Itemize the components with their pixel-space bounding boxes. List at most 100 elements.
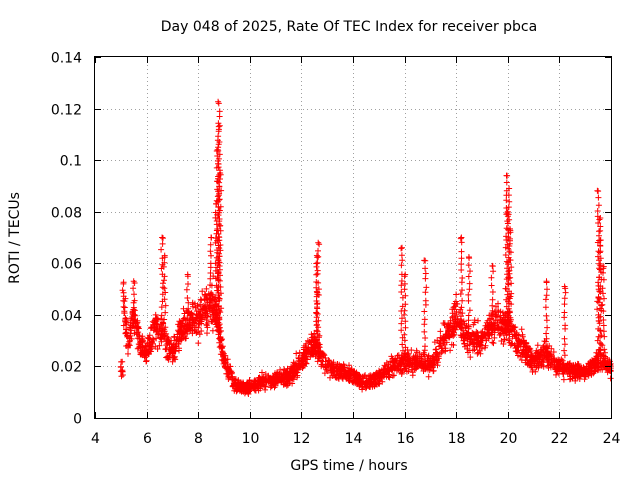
data-point (486, 332, 493, 339)
data-point (400, 359, 407, 366)
data-point (470, 321, 477, 328)
data-point (600, 328, 607, 335)
data-point (518, 326, 525, 333)
data-point (488, 274, 495, 281)
data-point (212, 214, 219, 221)
data-point (553, 371, 559, 378)
data-point (216, 122, 223, 129)
data-point (157, 334, 164, 341)
data-point (422, 275, 429, 282)
data-point (315, 239, 322, 246)
data-point (184, 315, 191, 321)
data-point (312, 344, 319, 351)
data-point (560, 360, 567, 367)
data-point (160, 235, 166, 242)
data-point (221, 359, 228, 366)
data-point (215, 212, 222, 219)
data-point (311, 330, 318, 337)
data-point (532, 350, 539, 357)
data-point (405, 368, 412, 374)
data-point (537, 348, 544, 355)
data-point (475, 339, 482, 346)
data-point (269, 376, 275, 383)
data-point (561, 295, 568, 302)
data-point (402, 292, 409, 299)
data-point (215, 188, 222, 195)
data-point (519, 333, 526, 340)
data-point (414, 349, 420, 356)
data-point (204, 299, 211, 306)
data-point (141, 353, 148, 360)
data-point (146, 339, 153, 346)
data-point (300, 344, 307, 351)
data-point (554, 359, 561, 366)
plot-frame (94, 56, 612, 419)
data-point (314, 358, 321, 365)
data-point (246, 384, 253, 390)
data-point (401, 353, 408, 360)
data-point (185, 299, 192, 306)
data-point (398, 369, 405, 376)
data-point (457, 235, 464, 242)
data-point (473, 328, 480, 335)
data-point (543, 335, 550, 342)
data-point (158, 315, 165, 322)
data-point (599, 359, 606, 366)
y-axis-title: ROTI / TECUs (7, 192, 23, 284)
data-point (534, 359, 541, 366)
data-point (595, 202, 602, 209)
data-point (158, 322, 165, 329)
data-point (152, 311, 159, 318)
data-point (472, 333, 479, 340)
data-point (240, 382, 247, 389)
data-point (375, 380, 382, 387)
data-point (597, 289, 604, 295)
data-point (458, 234, 465, 241)
data-point (600, 308, 607, 315)
data-point (195, 340, 202, 347)
data-point (450, 342, 457, 348)
data-point (125, 350, 131, 357)
data-point (561, 283, 568, 290)
data-point (223, 365, 230, 372)
data-point (603, 362, 610, 369)
data-point (447, 347, 454, 354)
data-point (237, 379, 244, 386)
data-point (184, 322, 191, 328)
data-point (488, 282, 495, 289)
data-point (290, 376, 297, 383)
data-point (466, 338, 473, 345)
data-point (313, 309, 320, 316)
data-point (254, 382, 261, 389)
data-point (508, 280, 515, 287)
data-point (155, 330, 162, 337)
data-point (443, 331, 449, 338)
data-point (540, 357, 547, 364)
data-point (308, 337, 315, 344)
data-point (421, 308, 428, 315)
data-point (151, 317, 158, 324)
data-point (215, 322, 222, 329)
data-point (160, 333, 167, 340)
data-point (208, 302, 215, 309)
data-point (120, 280, 127, 287)
data-point (399, 315, 405, 322)
data-point (508, 301, 515, 308)
data-point (190, 314, 196, 321)
data-point (198, 314, 205, 321)
data-point (409, 372, 416, 379)
data-point (226, 374, 233, 381)
data-point (257, 381, 264, 388)
data-point (161, 328, 168, 335)
data-point (215, 192, 222, 199)
data-point (346, 373, 352, 380)
data-point (293, 350, 300, 357)
data-point (602, 349, 608, 356)
data-point (544, 324, 551, 331)
data-point (540, 363, 547, 370)
data-point (222, 364, 229, 371)
data-point (425, 352, 432, 359)
data-point (568, 368, 575, 375)
data-point (414, 356, 421, 363)
data-point (151, 325, 158, 332)
